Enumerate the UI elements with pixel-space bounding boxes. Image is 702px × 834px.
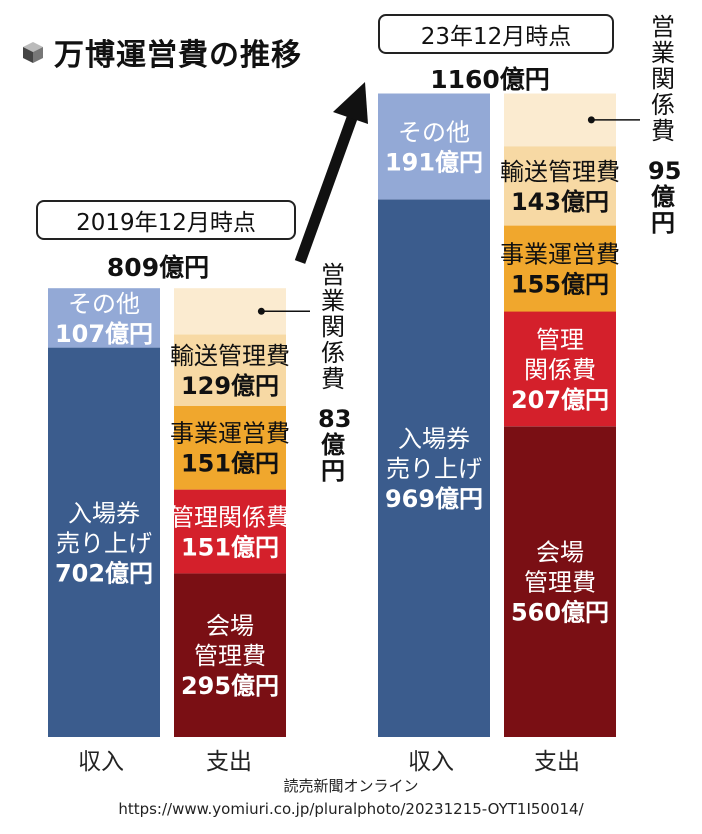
category-label-income-2023: 収入 bbox=[408, 749, 454, 775]
segment-label: その他 bbox=[68, 290, 140, 318]
bar-segment bbox=[174, 405, 286, 490]
callout-sales-expense-2023: 営 業 関 係 費 95 億 円 bbox=[648, 13, 682, 237]
date-label-2019-text: 2019年12月時点 bbox=[76, 210, 256, 236]
callout-char: 係 bbox=[651, 91, 675, 119]
segment-label: 560億円 bbox=[511, 599, 609, 627]
source-url[interactable]: https://www.yomiuri.co.jp/pluralphoto/20… bbox=[118, 800, 584, 818]
bar-segment bbox=[504, 225, 616, 312]
cube-icon bbox=[23, 42, 43, 63]
callout-value: 95 bbox=[648, 157, 682, 185]
segment-label: 輸送管理費 bbox=[500, 158, 620, 186]
source-name: 読売新聞オンライン bbox=[283, 777, 419, 795]
segment-label: 295億円 bbox=[181, 672, 279, 700]
segment-label: 107億円 bbox=[55, 320, 153, 348]
trend-arrow bbox=[294, 116, 358, 264]
bar-segment bbox=[504, 146, 616, 226]
segment-label: 会場 bbox=[536, 539, 584, 567]
callout-sales-expense-2019: 営 業 関 係 費 83 億 円 bbox=[318, 261, 352, 485]
segment-label: 売り上げ bbox=[386, 455, 482, 483]
segment-label: 143億円 bbox=[511, 188, 609, 216]
date-label-2023-text: 23年12月時点 bbox=[420, 24, 572, 50]
segment-label: 入場券 bbox=[398, 425, 470, 453]
callout-char: 費 bbox=[321, 365, 345, 393]
segment-label: 関係費 bbox=[524, 356, 596, 384]
callout-value: 83 bbox=[318, 405, 352, 433]
segment-label: 129億円 bbox=[181, 372, 279, 400]
bar-segment bbox=[504, 426, 616, 737]
callout-char: 業 bbox=[651, 39, 675, 67]
bar-segment bbox=[378, 93, 490, 200]
segment-label: 管理費 bbox=[524, 569, 596, 597]
callout-char: 関 bbox=[651, 65, 675, 93]
segment-label: 151億円 bbox=[181, 534, 279, 562]
segment-label: 151億円 bbox=[181, 450, 279, 478]
segment-label: 管理 bbox=[536, 326, 584, 354]
segment-label: 969億円 bbox=[385, 485, 483, 513]
bar-segment bbox=[378, 199, 490, 737]
segment-label: 191億円 bbox=[385, 149, 483, 177]
segment-label: 207億円 bbox=[511, 386, 609, 414]
bar-segment bbox=[48, 347, 160, 737]
segment-label: 管理関係費 bbox=[170, 504, 290, 532]
bar-segment bbox=[174, 573, 286, 737]
chart-title-row: 万博運営費の推移 bbox=[20, 30, 302, 74]
callout-char: 営 bbox=[321, 261, 345, 289]
segment-label: 会場 bbox=[206, 612, 254, 640]
category-label-expense-2019: 支出 bbox=[206, 749, 252, 775]
callout-char: 費 bbox=[651, 117, 675, 145]
segment-label: 事業運営費 bbox=[170, 420, 290, 448]
segment-label: 輸送管理費 bbox=[170, 342, 290, 370]
total-label-2019: 809億円 bbox=[106, 253, 210, 282]
trend-arrow-head bbox=[333, 82, 368, 124]
callout-char: 営 bbox=[651, 13, 675, 41]
date-label-2023: 23年12月時点 bbox=[378, 14, 614, 54]
callout-unit: 円 bbox=[651, 209, 675, 237]
bar-segment bbox=[174, 334, 286, 406]
category-label-expense-2023: 支出 bbox=[534, 749, 580, 775]
segment-label: 事業運営費 bbox=[500, 241, 620, 269]
chart-title: 万博運営費の推移 bbox=[54, 38, 302, 73]
segment-label: 管理費 bbox=[194, 642, 266, 670]
segment-label: 売り上げ bbox=[56, 529, 152, 557]
segment-label: 入場券 bbox=[68, 499, 140, 527]
segment-label: その他 bbox=[398, 119, 470, 147]
callout-unit: 億 bbox=[321, 431, 345, 459]
callout-unit: 円 bbox=[321, 457, 345, 485]
total-label-2023: 1160億円 bbox=[430, 65, 550, 94]
bar-segment bbox=[48, 288, 160, 348]
date-label-2019: 2019年12月時点 bbox=[36, 200, 296, 240]
bar-segment bbox=[174, 489, 286, 574]
bar-segment bbox=[504, 311, 616, 427]
callout-char: 係 bbox=[321, 339, 345, 367]
callout-char: 業 bbox=[321, 287, 345, 315]
callout-char: 関 bbox=[321, 313, 345, 341]
callout-unit: 億 bbox=[651, 183, 675, 211]
category-label-income-2019: 収入 bbox=[78, 749, 124, 775]
segment-label: 155億円 bbox=[511, 271, 609, 299]
segment-label: 702億円 bbox=[55, 559, 153, 587]
